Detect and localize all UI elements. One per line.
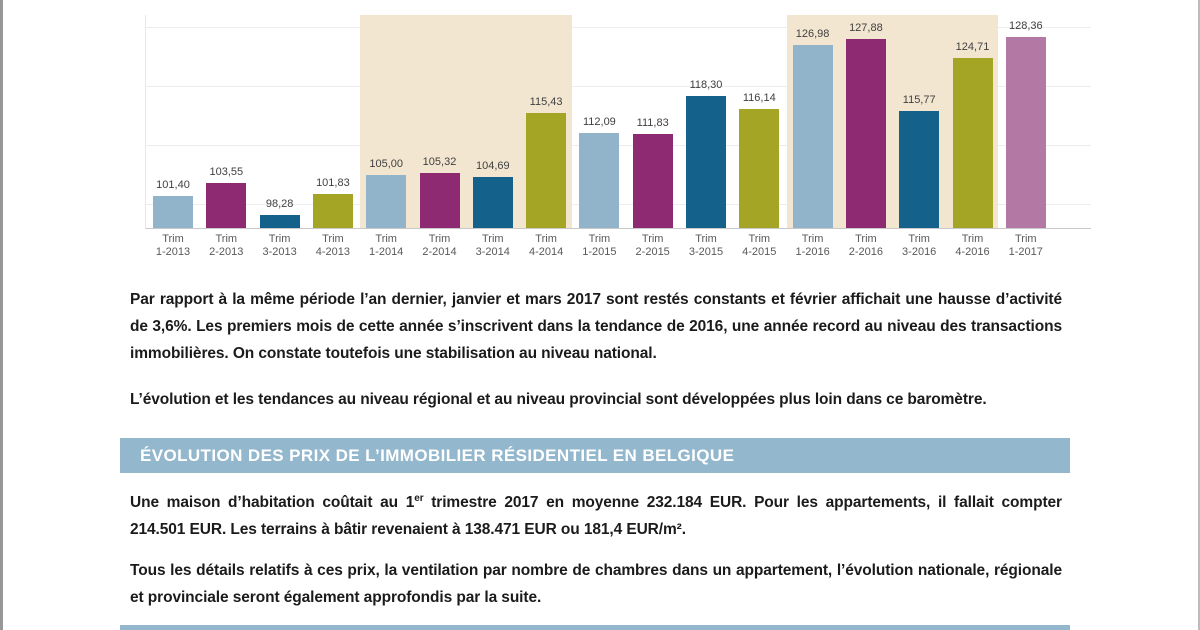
bar-value-label: 128,36 bbox=[1008, 20, 1043, 32]
ordinal-superscript: er bbox=[414, 492, 424, 504]
bar-value-label: 116,14 bbox=[742, 92, 776, 104]
bar-trim-3-2013 bbox=[259, 215, 300, 228]
bar-group-trim-4-2016: 124,71 bbox=[952, 15, 993, 228]
bar-group-trim-1-2014: 105,00 bbox=[366, 15, 407, 228]
bar-trim-4-2014 bbox=[526, 113, 567, 228]
bar-value-label: 127,88 bbox=[849, 22, 883, 34]
x-axis-tick-trim-2-2013: Trim 2-2013 bbox=[209, 233, 244, 258]
bar-value-label: 115,43 bbox=[529, 96, 563, 108]
bar-group-trim-1-2016: 126,98 bbox=[792, 15, 833, 228]
x-axis-tick-trim-3-2016: Trim 3-2016 bbox=[902, 233, 937, 258]
bar-value-label: 103,55 bbox=[209, 166, 244, 178]
bar-group-trim-3-2014: 104,69 bbox=[472, 15, 513, 228]
bar-group-trim-4-2013: 101,83 bbox=[312, 15, 353, 228]
page-left-border bbox=[0, 0, 3, 630]
quarterly-price-index-bar-chart: 101,40 Trim 1-2013 103,55 Trim 2-2013 98,28 Tri… bbox=[145, 15, 1091, 258]
section-header-bar: ÉVOLUTION DES PRIX DE L’IMMOBILIER RÉSID… bbox=[120, 438, 1070, 473]
bar-trim-1-2013 bbox=[153, 196, 193, 228]
bar-value-label: 118,30 bbox=[689, 79, 723, 91]
bar-trim-2-2014 bbox=[419, 173, 460, 228]
x-axis-tick-trim-3-2013: Trim 3-2013 bbox=[262, 233, 297, 258]
bar-value-label: 112,09 bbox=[582, 116, 616, 128]
paragraph-average-prices-start: Une maison d’habitation coûtait au 1 bbox=[130, 494, 415, 511]
paragraph-regional-evolution: L’évolution et les tendances au niveau r… bbox=[130, 391, 987, 408]
paragraph-average-prices-end: trimestre 2017 en moyenne 232.184 EUR. P… bbox=[130, 494, 1062, 538]
bar-group-trim-1-2017: 128,36 bbox=[1005, 15, 1046, 228]
chart-gridline bbox=[146, 86, 1091, 87]
x-axis-tick-trim-1-2013: Trim 1-2013 bbox=[155, 233, 191, 258]
bar-trim-2-2015 bbox=[632, 134, 673, 228]
chart-gridline bbox=[146, 26, 1091, 28]
bar-value-label: 115,77 bbox=[902, 94, 936, 106]
bar-trim-1-2017 bbox=[1005, 37, 1046, 228]
bar-value-label: 124,71 bbox=[955, 41, 990, 53]
x-axis-tick-trim-4-2015: Trim 4-2015 bbox=[742, 233, 777, 258]
x-axis-tick-trim-2-2016: Trim 2-2016 bbox=[848, 233, 884, 258]
next-section-bar-edge bbox=[120, 625, 1070, 630]
bar-value-label: 111,83 bbox=[636, 117, 669, 129]
paragraph-trend-comparison: Par rapport à la même période l’an derni… bbox=[130, 291, 1062, 362]
x-axis-tick-trim-1-2017: Trim 1-2017 bbox=[1008, 233, 1043, 258]
x-axis-tick-trim-3-2015: Trim 3-2015 bbox=[688, 233, 724, 258]
bar-trim-2-2016 bbox=[845, 39, 886, 228]
bar-trim-4-2015 bbox=[739, 109, 780, 228]
bar-trim-3-2015 bbox=[686, 96, 726, 228]
bar-group-trim-2-2014: 105,32 bbox=[419, 15, 460, 228]
x-axis-tick-trim-1-2016: Trim 1-2016 bbox=[795, 233, 830, 258]
bar-group-trim-3-2013: 98,28 bbox=[259, 15, 300, 228]
bar-value-label: 104,69 bbox=[475, 160, 510, 172]
bar-value-label: 126,98 bbox=[795, 28, 830, 40]
bar-group-trim-4-2015: 116,14 bbox=[739, 15, 780, 228]
bar-trim-3-2014 bbox=[472, 177, 513, 228]
bar-group-trim-1-2013: 101,40 bbox=[153, 15, 193, 228]
bar-value-label: 98,28 bbox=[265, 198, 294, 210]
paragraph-average-prices: Une maison d’habitation coûtait au 1er t… bbox=[130, 489, 1062, 543]
bar-trim-4-2016 bbox=[952, 58, 993, 228]
bar-value-label: 105,00 bbox=[369, 158, 404, 170]
bar-group-trim-3-2015: 118,30 bbox=[686, 15, 726, 228]
bar-trim-3-2016 bbox=[899, 111, 940, 228]
bar-group-trim-2-2013: 103,55 bbox=[206, 15, 247, 228]
bar-group-trim-2-2016: 127,88 bbox=[845, 15, 886, 228]
bar-group-trim-3-2016: 115,77 bbox=[899, 15, 940, 228]
x-axis-tick-trim-3-2014: Trim 3-2014 bbox=[475, 233, 510, 258]
bar-value-label: 105,32 bbox=[422, 156, 457, 168]
x-axis-tick-trim-1-2015: Trim 1-2015 bbox=[582, 233, 617, 258]
paragraph-details-forthcoming: Tous les détails relatifs à ces prix, la… bbox=[130, 562, 1062, 606]
x-axis-tick-trim-4-2014: Trim 4-2014 bbox=[528, 233, 564, 258]
bar-value-label: 101,40 bbox=[156, 179, 190, 191]
section-header-title: ÉVOLUTION DES PRIX DE L’IMMOBILIER RÉSID… bbox=[140, 446, 735, 465]
bar-trim-1-2016 bbox=[792, 45, 833, 228]
x-axis-tick-trim-4-2013: Trim 4-2013 bbox=[315, 233, 351, 258]
page-right-border bbox=[1198, 0, 1200, 630]
x-axis-tick-trim-2-2015: Trim 2-2015 bbox=[635, 233, 670, 258]
bar-trim-1-2015 bbox=[579, 133, 620, 228]
bar-trim-4-2013 bbox=[312, 194, 353, 228]
x-axis-tick-trim-2-2014: Trim 2-2014 bbox=[422, 233, 457, 258]
x-axis-tick-trim-4-2016: Trim 4-2016 bbox=[955, 233, 990, 258]
x-axis-tick-trim-1-2014: Trim 1-2014 bbox=[369, 233, 404, 258]
bar-trim-1-2014 bbox=[366, 175, 407, 228]
bar-group-trim-1-2015: 112,09 bbox=[579, 15, 620, 228]
bar-group-trim-4-2014: 115,43 bbox=[526, 15, 567, 228]
bar-trim-2-2013 bbox=[206, 183, 247, 228]
bar-value-label: 101,83 bbox=[316, 177, 350, 189]
bar-group-trim-2-2015: 111,83 bbox=[632, 15, 673, 228]
